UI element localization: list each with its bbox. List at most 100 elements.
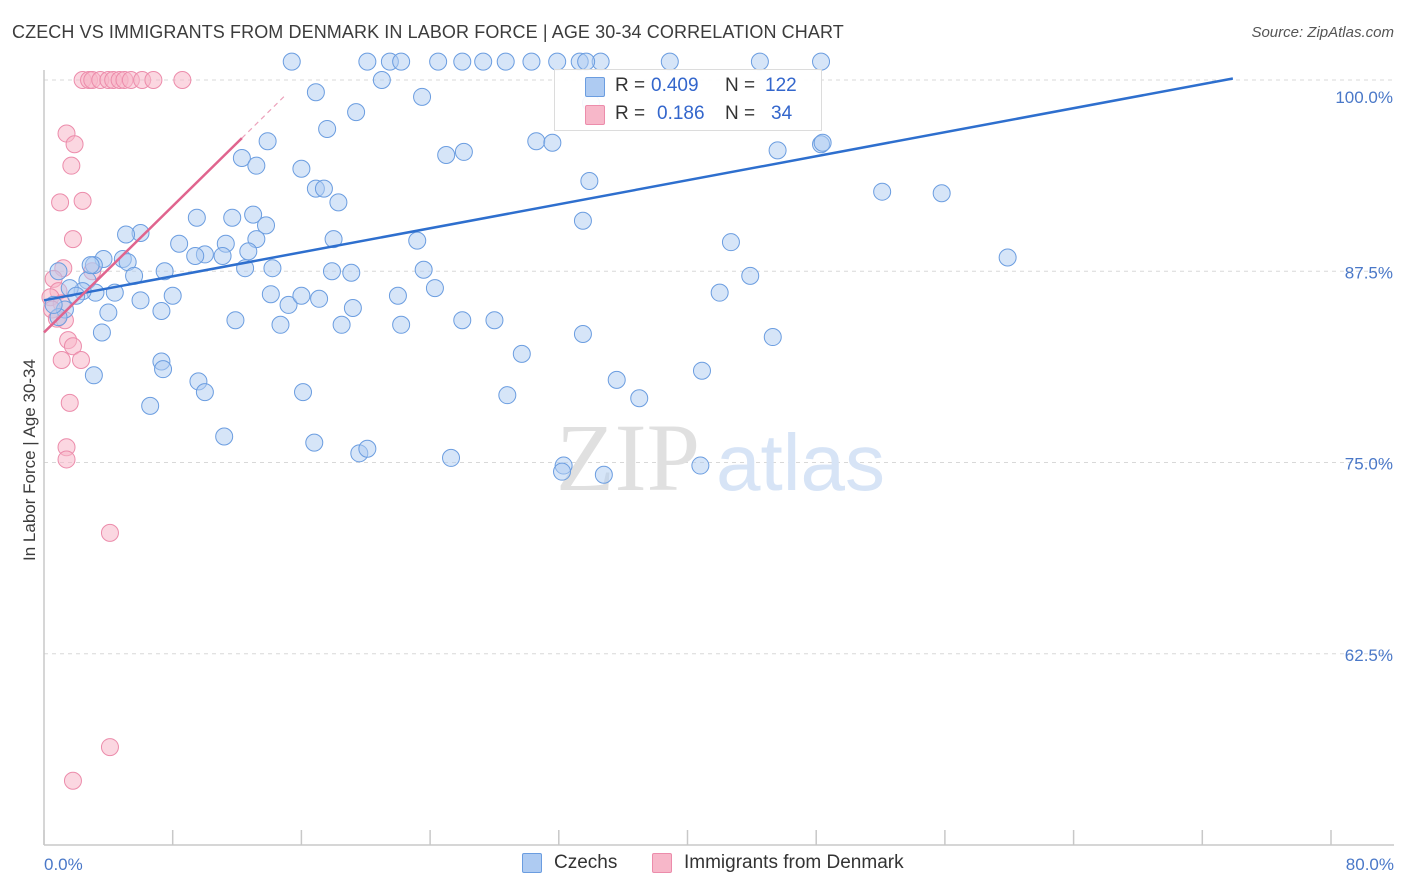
source-attribution: Source: ZipAtlas.com — [1251, 24, 1394, 41]
y-tick-label: 100.0% — [1335, 88, 1393, 107]
czech-point — [437, 145, 456, 164]
legend-denmark-swatch — [652, 853, 672, 873]
czechs-n-value: 122 — [765, 75, 797, 96]
czech-point — [117, 225, 136, 244]
denmark-point — [100, 738, 119, 757]
denmark-r-label: R = — [615, 103, 646, 124]
czech-point — [247, 156, 266, 175]
czech-point — [577, 52, 596, 71]
denmark-n-label: N = — [725, 103, 756, 124]
czech-point — [99, 303, 118, 322]
czech-point — [44, 295, 63, 314]
czech-point — [548, 52, 567, 71]
czech-point — [358, 52, 377, 71]
czech-point — [691, 456, 710, 475]
czech-point — [660, 52, 679, 71]
czech-point — [310, 289, 329, 308]
denmark-trend-line — [43, 137, 243, 334]
czech-point — [454, 142, 473, 161]
watermark-zip: ZIP — [556, 404, 700, 511]
czech-point — [239, 242, 258, 261]
czech-point — [314, 179, 333, 198]
czech-point — [292, 286, 311, 305]
czechs-r-value: 0.409 — [651, 75, 699, 96]
denmark-point — [63, 337, 82, 356]
czech-point — [154, 360, 173, 379]
czech-point — [594, 465, 613, 484]
czech-point — [522, 52, 541, 71]
czech-point — [244, 205, 263, 224]
denmark-r-value: 0.186 — [657, 103, 705, 124]
denmark-point — [57, 450, 76, 469]
czech-point — [279, 295, 298, 314]
czech-point — [573, 211, 592, 230]
czech-point — [347, 103, 366, 122]
czech-point — [195, 383, 214, 402]
czech-point — [768, 141, 787, 160]
czech-point — [710, 283, 729, 302]
czech-point — [92, 323, 111, 342]
czech-point — [163, 286, 182, 305]
legend-item-denmark[interactable]: Immigrants from Denmark — [652, 852, 904, 874]
czech-point — [226, 311, 245, 330]
czech-point — [512, 344, 531, 363]
czech-point — [496, 52, 515, 71]
czech-point — [232, 149, 251, 168]
czech-point — [342, 263, 361, 282]
watermark-atlas: atlas — [716, 418, 885, 507]
czech-point — [372, 71, 391, 89]
czech-point — [306, 83, 325, 102]
czech-point — [186, 246, 205, 265]
czech-point — [413, 87, 432, 106]
czech-point — [442, 448, 461, 467]
czech-point — [721, 233, 740, 252]
czech-point — [49, 262, 68, 281]
stats-box: R = 0.409 N = 122 R = 0.186 N = 34 — [554, 69, 822, 131]
denmark-point — [72, 350, 91, 369]
denmark-point — [52, 350, 71, 369]
y-tick-labels: 62.5% 75.0% 87.5% 100.0% — [1335, 88, 1393, 665]
czech-point — [425, 279, 444, 298]
x-tick-label-min: 0.0% — [44, 855, 83, 874]
axes — [43, 70, 1394, 846]
czech-point — [358, 439, 377, 458]
czech-point — [215, 427, 234, 446]
czech-point — [998, 248, 1017, 267]
denmark-trend-extension — [241, 94, 286, 139]
czech-point — [873, 182, 892, 201]
czech-point — [187, 208, 206, 227]
czech-point — [453, 311, 472, 330]
czech-point — [343, 298, 362, 317]
denmark-n-value: 34 — [771, 103, 793, 124]
czech-point — [429, 52, 448, 71]
czech-point — [573, 324, 592, 343]
denmark-point — [63, 771, 82, 790]
czech-point — [474, 52, 493, 71]
czech-point — [305, 433, 324, 452]
czech-point — [692, 361, 711, 380]
czech-point — [271, 315, 290, 334]
czech-point — [141, 396, 160, 415]
czech-point — [318, 119, 337, 138]
czech-point — [813, 133, 832, 152]
czech-point — [155, 262, 174, 281]
legend-czechs-swatch — [522, 853, 542, 873]
czech-point — [282, 52, 301, 71]
legend-denmark-label: Immigrants from Denmark — [684, 852, 904, 873]
czech-point — [258, 132, 277, 151]
czech-point — [763, 328, 782, 347]
czech-point — [263, 259, 282, 278]
czechs-r-label: R = — [615, 75, 646, 96]
czech-point — [932, 184, 951, 203]
legend-item-czechs[interactable]: Czechs — [522, 852, 617, 874]
denmark-point — [51, 193, 70, 212]
czech-point — [170, 234, 189, 253]
czech-point — [81, 256, 100, 275]
denmark-point — [173, 71, 192, 89]
czech-point — [322, 262, 341, 281]
czech-point — [292, 159, 311, 178]
czech-point — [485, 311, 504, 330]
x-tick-labels: 0.0% 80.0% — [44, 855, 1394, 874]
stats-row-czechs: R = 0.409 N = 122 — [555, 72, 821, 100]
